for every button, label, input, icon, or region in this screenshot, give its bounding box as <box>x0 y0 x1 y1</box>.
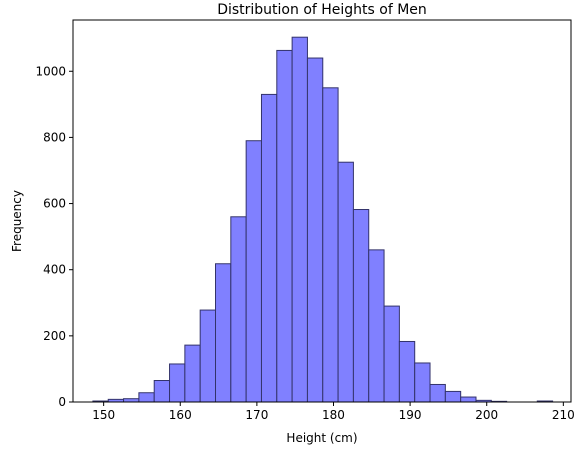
histogram-bar <box>352 209 370 403</box>
histogram-bar <box>215 263 232 403</box>
y-tick-label: 0 <box>58 395 66 409</box>
histogram-bar <box>337 161 354 403</box>
x-tick-label: 190 <box>399 408 422 422</box>
histogram-bar <box>429 383 446 403</box>
y-axis-label: Frequency <box>10 190 24 252</box>
y-tick-label: 800 <box>43 130 66 144</box>
histogram-bar <box>169 363 186 403</box>
y-tick-label: 400 <box>43 263 66 277</box>
plot-frame <box>72 19 572 403</box>
y-tick-label: 1000 <box>35 64 66 78</box>
histogram-bar <box>184 344 201 403</box>
chart-title: Distribution of Heights of Men <box>217 2 427 18</box>
histogram-bar <box>260 93 278 403</box>
histogram-bar <box>230 216 247 403</box>
x-tick-label: 170 <box>245 408 268 422</box>
x-tick-label: 160 <box>169 408 192 422</box>
x-axis-ticks: 150 160 170 180 190 200 210 <box>92 402 575 422</box>
histogram-bar <box>398 340 416 403</box>
histogram-bar <box>383 305 400 403</box>
histogram-bar <box>291 36 308 403</box>
histogram-bar <box>460 396 477 403</box>
histogram-bar <box>245 140 262 403</box>
histogram-bar <box>138 392 155 403</box>
histogram-bar <box>368 249 385 403</box>
bars-layer <box>92 36 554 403</box>
histogram-bar <box>153 380 171 403</box>
histogram-bar <box>414 362 431 403</box>
x-tick-label: 200 <box>475 408 498 422</box>
y-tick-label: 600 <box>43 197 66 211</box>
histogram-bar <box>199 309 217 403</box>
y-axis-ticks: 0 200 400 600 800 1000 <box>35 64 73 409</box>
histogram-bar <box>276 49 293 403</box>
histogram-bar <box>322 87 339 403</box>
x-tick-label: 210 <box>552 408 575 422</box>
x-axis-label: Height (cm) <box>286 431 357 445</box>
y-tick-label: 200 <box>43 329 66 343</box>
x-tick-label: 180 <box>322 408 345 422</box>
x-tick-label: 150 <box>92 408 115 422</box>
histogram-bar <box>306 57 324 403</box>
histogram-bar <box>444 390 462 403</box>
